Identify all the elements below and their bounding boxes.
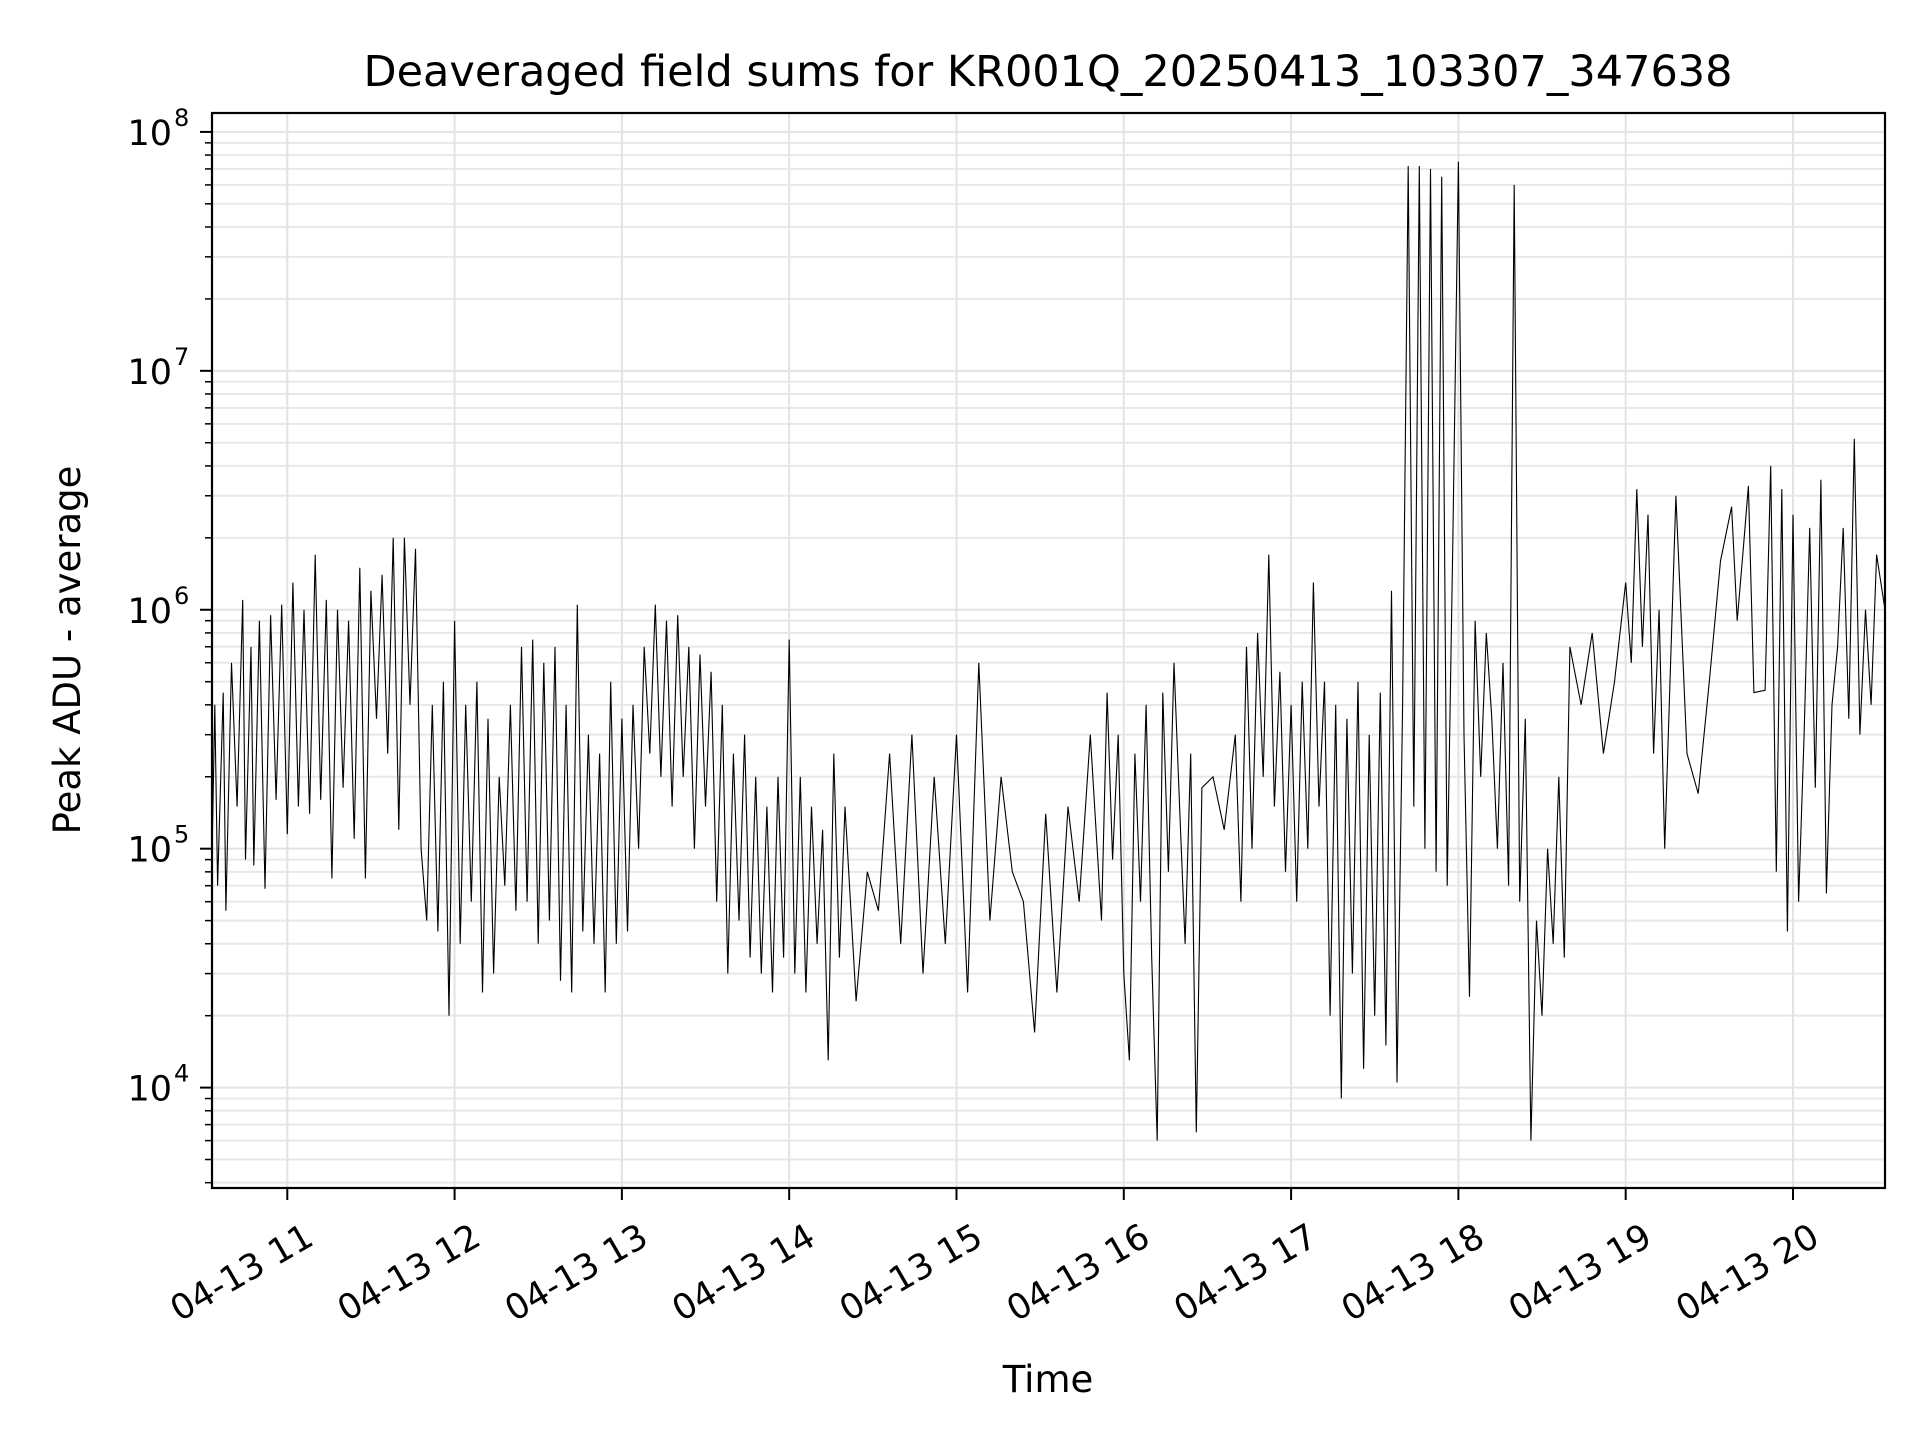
y-tick-exponent: 8 <box>174 104 189 132</box>
y-tick-exponent: 5 <box>174 821 189 849</box>
grid <box>212 113 1885 1188</box>
chart-title: Deaveraged field sums for KR001Q_2025041… <box>363 47 1732 97</box>
y-tick-label: 10 <box>127 592 172 632</box>
y-tick-label: 10 <box>127 1070 172 1110</box>
series-line <box>211 161 1886 1141</box>
y-tick-label: 10 <box>127 114 172 154</box>
y-tick-exponent: 7 <box>174 343 189 371</box>
y-tick-label: 10 <box>127 353 172 393</box>
y-tick-label: 10 <box>127 831 172 871</box>
y-tick-exponent: 4 <box>174 1060 189 1088</box>
plot-frame <box>210 111 1887 1190</box>
x-axis-label: Time <box>1002 1358 1094 1401</box>
y-axis-label: Peak ADU - average <box>46 466 89 835</box>
y-tick-exponent: 6 <box>174 582 189 610</box>
